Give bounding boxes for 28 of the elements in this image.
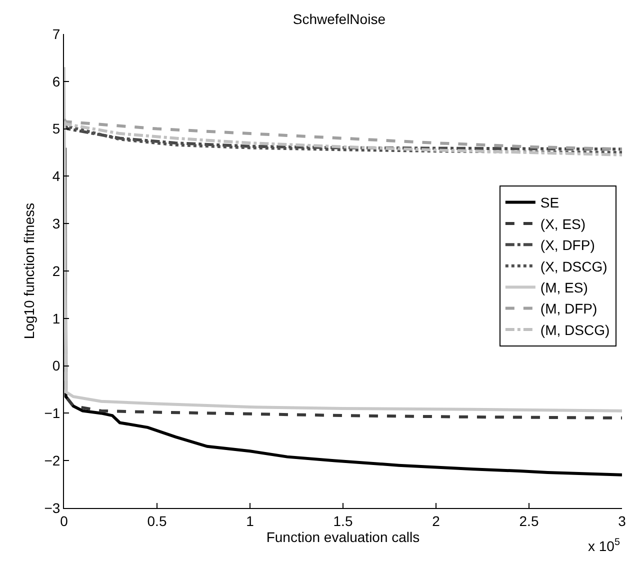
y-tick-label: −1 <box>44 405 60 422</box>
y-tick-label: −3 <box>44 500 60 516</box>
y-tick-label: 6 <box>52 73 60 90</box>
legend-label: (M, DFP) <box>540 300 598 317</box>
x-tick-label: 2.5 <box>519 512 539 529</box>
y-tick-label: 3 <box>52 216 60 232</box>
legend-label: (X, ES) <box>540 216 586 232</box>
x-tick-label: 1.5 <box>333 512 353 529</box>
legend-label: SE <box>540 194 560 211</box>
y-tick-label: 2 <box>52 262 60 279</box>
x-axis-title: Function evaluation calls <box>266 528 420 545</box>
legend-label: (M, ES) <box>540 280 588 296</box>
x-tick-label: 1 <box>246 512 254 529</box>
x-tick-label: 2 <box>432 512 440 529</box>
y-tick-label: −2 <box>44 452 60 468</box>
x-tick-label: 0.5 <box>147 512 167 529</box>
legend-label: (M, DSCG) <box>540 322 610 338</box>
y-tick-label: 7 <box>52 26 60 42</box>
x-tick-label: 3 <box>618 512 626 529</box>
y-tick-label: 0 <box>52 358 60 374</box>
y-tick-label: 4 <box>52 168 60 184</box>
y-tick-label: 1 <box>52 310 60 326</box>
legend-label: (X, DFP) <box>540 237 595 254</box>
y-axis-title: Log10 function fitness <box>20 202 37 340</box>
chart-title: SchwefelNoise <box>292 11 386 27</box>
y-tick-label: 5 <box>52 120 60 137</box>
text: x 10$^{5}$ <box>588 537 620 554</box>
legend-label: (X, DSCG) <box>540 258 608 274</box>
